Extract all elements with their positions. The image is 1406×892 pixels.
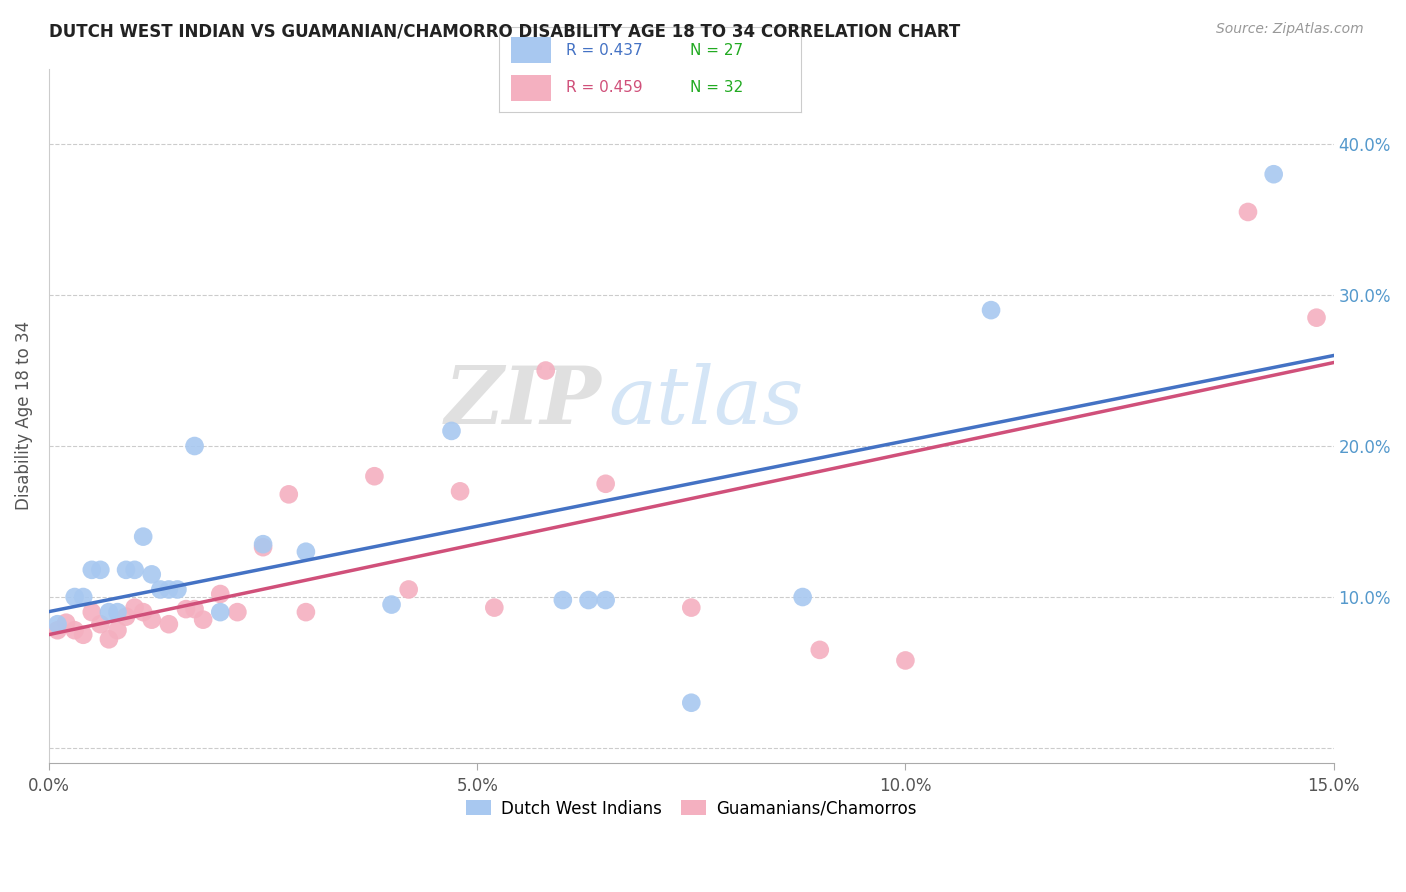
Point bbox=[209, 605, 232, 619]
Text: DUTCH WEST INDIAN VS GUAMANIAN/CHAMORRO DISABILITY AGE 18 TO 34 CORRELATION CHAR: DUTCH WEST INDIAN VS GUAMANIAN/CHAMORRO … bbox=[49, 22, 960, 40]
Point bbox=[174, 602, 197, 616]
Point bbox=[595, 593, 617, 607]
Point bbox=[149, 582, 172, 597]
Point bbox=[72, 590, 94, 604]
Point bbox=[124, 600, 146, 615]
Point bbox=[46, 624, 69, 638]
Point bbox=[157, 617, 180, 632]
Point bbox=[209, 587, 232, 601]
Point bbox=[980, 303, 1002, 318]
Point bbox=[55, 615, 77, 630]
Point bbox=[1237, 205, 1260, 219]
Text: atlas: atlas bbox=[607, 363, 803, 441]
Point bbox=[1305, 310, 1327, 325]
Point bbox=[132, 530, 155, 544]
Bar bbox=[512, 75, 551, 102]
Point bbox=[484, 600, 506, 615]
Point bbox=[449, 484, 471, 499]
Point bbox=[166, 582, 188, 597]
Point bbox=[72, 628, 94, 642]
Point bbox=[295, 605, 318, 619]
Point bbox=[595, 476, 617, 491]
Text: ZIP: ZIP bbox=[444, 363, 602, 441]
Point bbox=[115, 563, 138, 577]
Point bbox=[89, 563, 111, 577]
Point bbox=[97, 632, 120, 647]
Point bbox=[894, 653, 917, 667]
Text: N = 27: N = 27 bbox=[689, 43, 742, 58]
Point bbox=[792, 590, 814, 604]
Point bbox=[277, 487, 299, 501]
Point bbox=[80, 563, 103, 577]
Point bbox=[681, 600, 703, 615]
Point bbox=[80, 605, 103, 619]
Point bbox=[141, 613, 163, 627]
Point bbox=[681, 696, 703, 710]
Point bbox=[183, 602, 205, 616]
Point bbox=[107, 605, 129, 619]
Point bbox=[1263, 167, 1285, 181]
Point bbox=[46, 617, 69, 632]
Point bbox=[97, 605, 120, 619]
Point bbox=[157, 582, 180, 597]
Y-axis label: Disability Age 18 to 34: Disability Age 18 to 34 bbox=[15, 321, 32, 510]
Text: R = 0.459: R = 0.459 bbox=[565, 80, 643, 95]
Point bbox=[226, 605, 249, 619]
Point bbox=[89, 617, 111, 632]
Point bbox=[141, 567, 163, 582]
Point bbox=[63, 590, 86, 604]
Point bbox=[295, 545, 318, 559]
Point bbox=[115, 609, 138, 624]
Text: Source: ZipAtlas.com: Source: ZipAtlas.com bbox=[1216, 22, 1364, 37]
Point bbox=[551, 593, 574, 607]
Point bbox=[124, 563, 146, 577]
Point bbox=[63, 624, 86, 638]
Point bbox=[398, 582, 420, 597]
Point bbox=[107, 624, 129, 638]
Point bbox=[191, 613, 214, 627]
Text: R = 0.437: R = 0.437 bbox=[565, 43, 643, 58]
Point bbox=[534, 363, 557, 377]
Point bbox=[363, 469, 385, 483]
Legend: Dutch West Indians, Guamanians/Chamorros: Dutch West Indians, Guamanians/Chamorros bbox=[458, 793, 924, 824]
Point bbox=[380, 598, 402, 612]
Point bbox=[252, 540, 274, 554]
Point bbox=[132, 605, 155, 619]
Text: N = 32: N = 32 bbox=[689, 80, 742, 95]
Point bbox=[183, 439, 205, 453]
Point bbox=[578, 593, 600, 607]
Point bbox=[440, 424, 463, 438]
Bar bbox=[512, 37, 551, 63]
Point bbox=[808, 643, 831, 657]
Point bbox=[252, 537, 274, 551]
